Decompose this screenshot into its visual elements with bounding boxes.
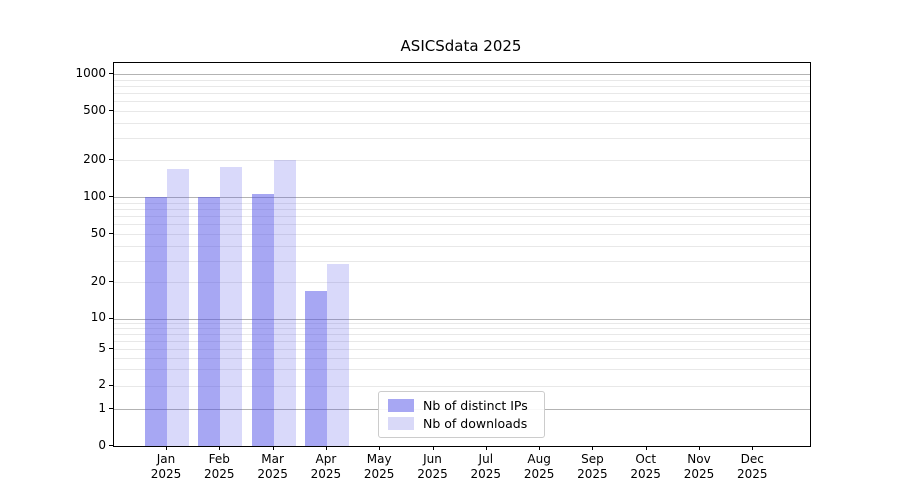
y-tick-label: 100 [83, 188, 106, 203]
x-tick-label: Jan 2025 [150, 452, 182, 481]
grid-line-minor [114, 101, 810, 103]
x-tick [539, 446, 541, 450]
bar-downloads [167, 168, 189, 446]
bar-distinct-ips [251, 194, 274, 446]
grid-line-major [114, 74, 810, 75]
x-tick [219, 446, 221, 450]
x-tick-label: Nov 2025 [683, 452, 715, 481]
grid-line-minor [114, 234, 810, 235]
grid-line-minor [114, 160, 810, 161]
y-tick [109, 196, 113, 197]
y-tick-label: 200 [83, 151, 106, 166]
y-tick [109, 73, 113, 74]
legend-swatch-downloads [388, 416, 414, 430]
x-tick [592, 446, 594, 450]
chart-title: ASICSdata 2025 [400, 37, 522, 55]
y-tick [109, 445, 113, 446]
x-tick [325, 446, 327, 450]
grid-line-minor [114, 93, 810, 94]
bar-distinct-ips [198, 197, 221, 446]
y-tick-label: 2 [98, 377, 106, 391]
y-tick [109, 110, 113, 111]
legend-entry-distinct-ips: Nb of distinct IPs [388, 397, 535, 414]
grid-line-minor [114, 79, 810, 81]
y-tick-label: 20 [90, 273, 106, 288]
y-tick [109, 317, 113, 319]
y-tick-label: 0 [98, 437, 106, 452]
x-tick-label: Mar 2025 [257, 452, 288, 481]
x-tick-label: Feb 2025 [204, 452, 235, 481]
legend-label-downloads: Nb of downloads [423, 415, 528, 431]
y-tick-label: 500 [83, 102, 106, 117]
grid-line-minor [114, 245, 810, 247]
y-tick-label: 50 [90, 225, 106, 240]
bar-distinct-ips [145, 197, 167, 446]
y-tick-label: 5 [98, 340, 106, 355]
grid-line-minor [114, 208, 810, 210]
x-tick [485, 446, 487, 450]
grid-line-major [114, 197, 810, 198]
y-tick-label: 1 [98, 400, 106, 415]
grid-line-minor [114, 369, 810, 371]
x-tick-label: Apr 2025 [310, 452, 342, 481]
y-tick-label: 1000 [75, 65, 106, 80]
x-tick [752, 446, 754, 450]
grid-line-minor [114, 328, 810, 330]
x-tick-label: May 2025 [363, 452, 395, 481]
y-tick [109, 384, 113, 386]
grid-line-minor [114, 111, 810, 112]
grid-line-minor [114, 202, 810, 204]
x-tick-label: Jun 2025 [417, 452, 448, 481]
grid-line-minor [114, 323, 810, 325]
x-tick-label: Sep 2025 [577, 452, 608, 481]
grid-line-major [114, 318, 810, 320]
grid-line-minor [114, 260, 810, 262]
plot-area [113, 62, 811, 447]
y-tick [109, 408, 113, 409]
y-tick [109, 281, 113, 282]
bar-distinct-ips [304, 290, 327, 446]
legend-label-distinct-ips: Nb of distinct IPs [423, 398, 528, 414]
bar-downloads [326, 264, 349, 446]
x-tick [645, 446, 647, 450]
x-tick-label: Oct 2025 [630, 452, 661, 481]
y-tick-label: 10 [90, 310, 106, 324]
grid-line-minor [114, 122, 810, 124]
x-tick-label: Dec 2025 [737, 452, 768, 481]
grid-line-minor [114, 85, 810, 87]
y-tick [109, 159, 113, 160]
x-tick [379, 446, 381, 450]
x-tick [432, 446, 434, 450]
x-tick-label: Aug 2025 [523, 452, 555, 481]
x-tick [166, 446, 167, 450]
bar-downloads [273, 160, 296, 446]
grid-line-minor [114, 385, 810, 387]
legend-entry-downloads: Nb of downloads [388, 415, 535, 432]
grid-line-minor [114, 282, 810, 283]
grid-line-minor [114, 224, 810, 226]
y-tick [109, 233, 113, 234]
x-tick-label: Jul 2025 [470, 452, 502, 481]
y-tick [109, 348, 113, 349]
grid-line-minor [114, 216, 810, 217]
grid-line-minor [114, 341, 810, 342]
bar-downloads [220, 167, 243, 446]
legend: Nb of distinct IPs Nb of downloads [378, 391, 545, 438]
grid-line-minor [114, 349, 810, 350]
grid-line-minor [114, 138, 810, 140]
x-tick [699, 446, 700, 450]
x-tick [272, 446, 274, 450]
legend-swatch-distinct-ips [388, 399, 414, 413]
grid-line-minor [114, 334, 810, 336]
grid-line-minor [114, 357, 810, 359]
